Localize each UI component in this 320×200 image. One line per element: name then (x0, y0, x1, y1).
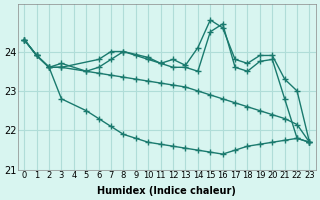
X-axis label: Humidex (Indice chaleur): Humidex (Indice chaleur) (97, 186, 236, 196)
